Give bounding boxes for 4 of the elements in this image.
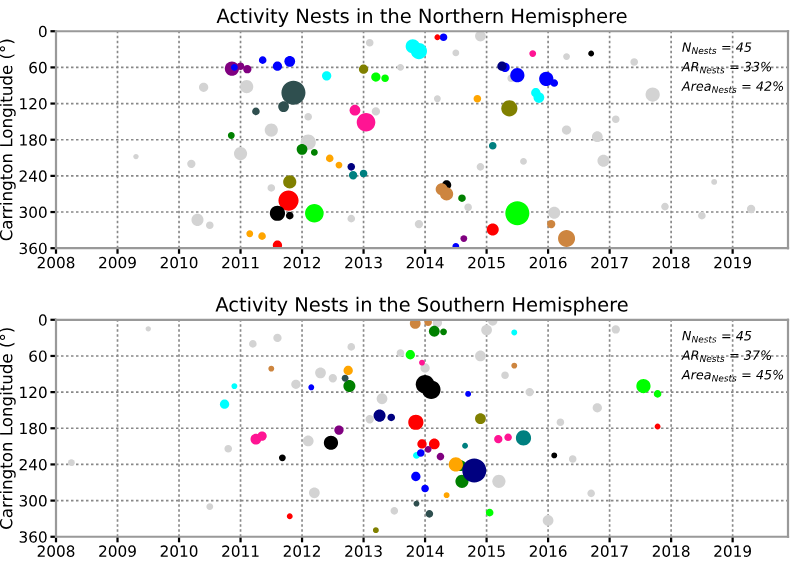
- chart-title: Activity Nests in the Northern Hemisphere: [216, 8, 627, 27]
- chart-title: Activity Nests in the Southern Hemisphere: [215, 296, 628, 316]
- y-axis-title: Carrington Longitude (°): [0, 39, 16, 241]
- y-axis-title: Carrington Longitude (°): [0, 328, 16, 529]
